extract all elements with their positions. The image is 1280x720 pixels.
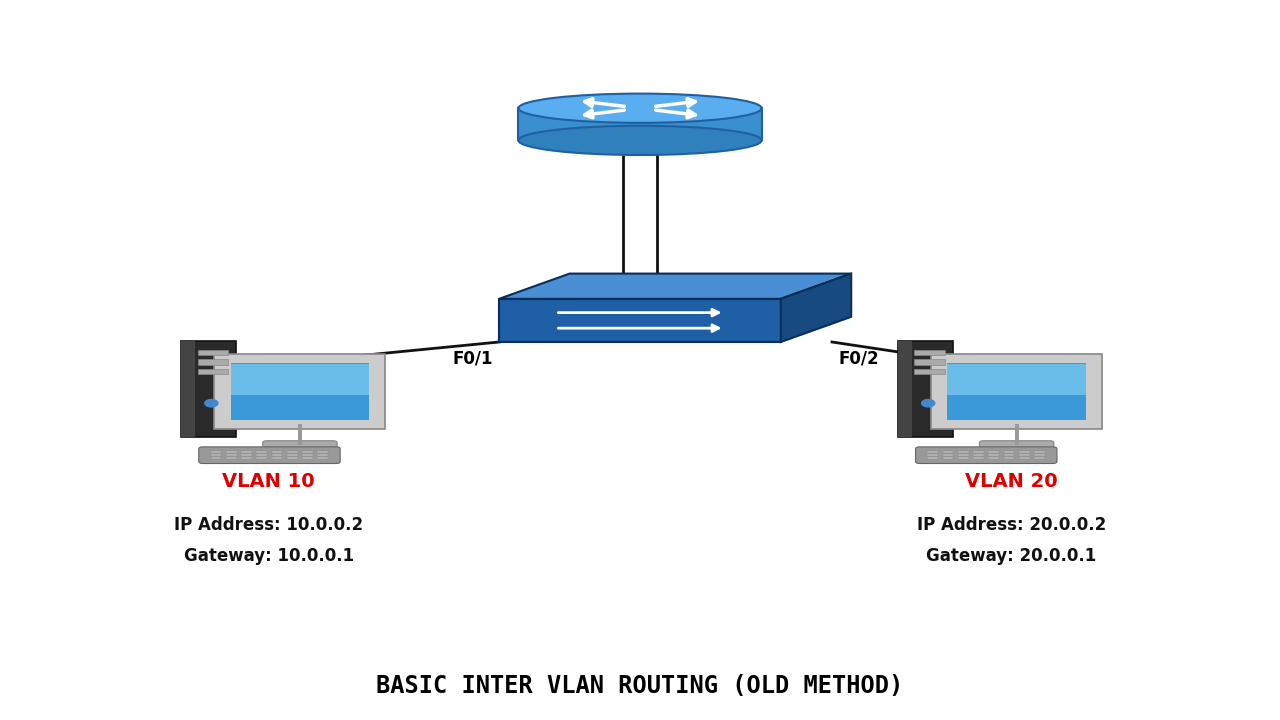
Text: VLAN 20: VLAN 20	[965, 472, 1057, 490]
FancyBboxPatch shape	[1034, 454, 1044, 456]
FancyBboxPatch shape	[302, 457, 312, 459]
FancyBboxPatch shape	[1004, 457, 1014, 459]
FancyBboxPatch shape	[942, 454, 954, 456]
FancyBboxPatch shape	[287, 457, 297, 459]
FancyBboxPatch shape	[979, 441, 1053, 454]
FancyBboxPatch shape	[1004, 451, 1014, 454]
FancyBboxPatch shape	[1019, 451, 1029, 454]
FancyBboxPatch shape	[957, 454, 969, 456]
FancyBboxPatch shape	[988, 457, 1000, 459]
Text: F0/2: F0/2	[838, 349, 879, 367]
FancyBboxPatch shape	[932, 354, 1102, 429]
FancyBboxPatch shape	[957, 457, 969, 459]
FancyBboxPatch shape	[518, 108, 762, 140]
FancyBboxPatch shape	[947, 363, 1085, 420]
FancyBboxPatch shape	[914, 350, 945, 355]
FancyBboxPatch shape	[988, 454, 1000, 456]
FancyBboxPatch shape	[1034, 451, 1044, 454]
FancyBboxPatch shape	[182, 341, 195, 437]
FancyBboxPatch shape	[197, 369, 228, 374]
Text: IP Address: 20.0.0.2: IP Address: 20.0.0.2	[916, 516, 1106, 534]
Text: F0/1: F0/1	[663, 130, 704, 148]
FancyBboxPatch shape	[230, 363, 369, 420]
Polygon shape	[781, 274, 851, 342]
FancyBboxPatch shape	[262, 441, 337, 454]
FancyBboxPatch shape	[947, 364, 1085, 395]
FancyBboxPatch shape	[899, 341, 952, 437]
FancyBboxPatch shape	[225, 457, 237, 459]
Text: F0/3: F0/3	[570, 277, 611, 295]
Text: F0/4: F0/4	[669, 277, 710, 295]
FancyBboxPatch shape	[211, 454, 221, 456]
Polygon shape	[499, 274, 851, 299]
FancyBboxPatch shape	[287, 451, 297, 454]
FancyBboxPatch shape	[182, 341, 236, 437]
FancyBboxPatch shape	[317, 454, 328, 456]
FancyBboxPatch shape	[973, 457, 984, 459]
FancyBboxPatch shape	[317, 457, 328, 459]
FancyBboxPatch shape	[241, 451, 252, 454]
Text: F0/0: F0/0	[576, 130, 617, 148]
Text: Gateway: 20.0.0.1: Gateway: 20.0.0.1	[925, 547, 1097, 565]
FancyBboxPatch shape	[957, 451, 969, 454]
FancyBboxPatch shape	[241, 457, 252, 459]
FancyBboxPatch shape	[914, 369, 945, 374]
FancyBboxPatch shape	[928, 457, 938, 459]
FancyBboxPatch shape	[271, 451, 283, 454]
FancyBboxPatch shape	[499, 299, 781, 342]
FancyBboxPatch shape	[988, 451, 1000, 454]
FancyBboxPatch shape	[899, 341, 911, 437]
FancyBboxPatch shape	[942, 457, 954, 459]
FancyBboxPatch shape	[915, 447, 1057, 464]
FancyBboxPatch shape	[271, 457, 283, 459]
Text: Gateway: 10.0.0.1: Gateway: 10.0.0.1	[184, 547, 353, 565]
FancyBboxPatch shape	[302, 451, 312, 454]
FancyBboxPatch shape	[256, 451, 268, 454]
FancyBboxPatch shape	[215, 354, 385, 429]
Text: BASIC INTER VLAN ROUTING (OLD METHOD): BASIC INTER VLAN ROUTING (OLD METHOD)	[376, 675, 904, 698]
FancyBboxPatch shape	[256, 457, 268, 459]
FancyBboxPatch shape	[197, 359, 228, 365]
FancyBboxPatch shape	[973, 451, 984, 454]
FancyBboxPatch shape	[211, 451, 221, 454]
FancyBboxPatch shape	[1019, 454, 1029, 456]
FancyBboxPatch shape	[973, 454, 984, 456]
FancyBboxPatch shape	[225, 454, 237, 456]
FancyBboxPatch shape	[241, 454, 252, 456]
Circle shape	[205, 400, 218, 407]
Text: F0/1: F0/1	[452, 349, 493, 367]
FancyBboxPatch shape	[302, 454, 312, 456]
FancyBboxPatch shape	[225, 451, 237, 454]
FancyBboxPatch shape	[928, 451, 938, 454]
FancyBboxPatch shape	[211, 457, 221, 459]
FancyBboxPatch shape	[271, 454, 283, 456]
FancyBboxPatch shape	[317, 451, 328, 454]
FancyBboxPatch shape	[256, 454, 268, 456]
FancyBboxPatch shape	[1004, 454, 1014, 456]
FancyBboxPatch shape	[198, 447, 340, 464]
Text: VLAN 10: VLAN 10	[223, 472, 315, 490]
FancyBboxPatch shape	[197, 350, 228, 355]
FancyBboxPatch shape	[1019, 457, 1029, 459]
FancyBboxPatch shape	[914, 359, 945, 365]
FancyBboxPatch shape	[287, 454, 297, 456]
FancyBboxPatch shape	[942, 451, 954, 454]
FancyBboxPatch shape	[928, 454, 938, 456]
Circle shape	[922, 400, 934, 407]
FancyBboxPatch shape	[230, 364, 369, 395]
Ellipse shape	[518, 94, 762, 123]
Text: IP Address: 10.0.0.2: IP Address: 10.0.0.2	[174, 516, 364, 534]
FancyBboxPatch shape	[1034, 457, 1044, 459]
Ellipse shape	[518, 126, 762, 155]
